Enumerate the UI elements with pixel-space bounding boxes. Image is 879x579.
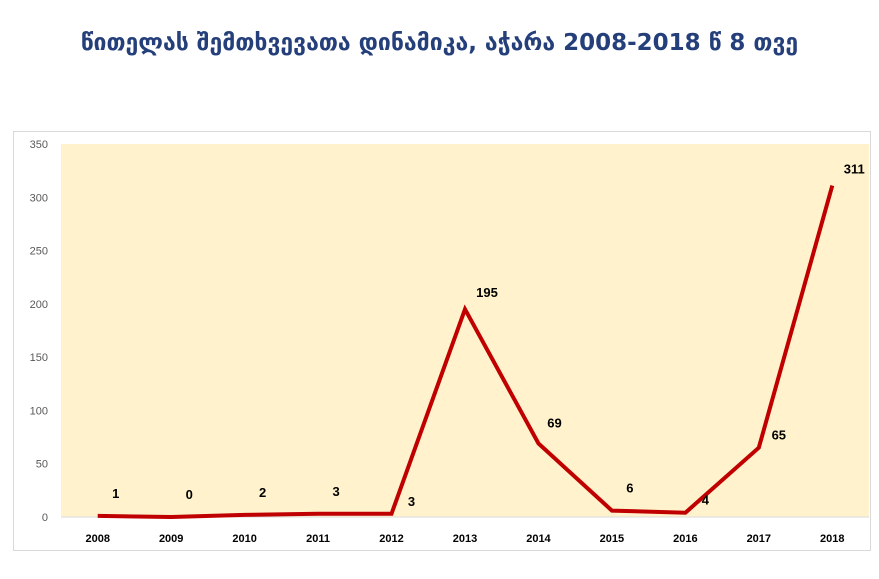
y-tick-label: 50 [36, 459, 48, 471]
data-label: 4 [702, 493, 710, 508]
y-tick-label: 250 [30, 246, 48, 258]
data-labels: 1 0 2 3 3 195 69 6 4 65 311 [112, 162, 865, 509]
plot-area [61, 144, 869, 517]
x-tick-label: 2018 [820, 533, 844, 545]
x-tick-label: 2013 [453, 533, 477, 545]
chart-title: წითელას შემთხვევათა დინამიკა, აჭარა 2008… [80, 30, 799, 56]
y-tick-label: 0 [42, 512, 48, 524]
data-label: 195 [476, 285, 498, 300]
y-tick-label: 300 [30, 192, 48, 204]
data-label: 0 [186, 487, 193, 502]
y-tick-label: 350 [30, 139, 48, 151]
data-label: 65 [772, 428, 786, 443]
x-tick-label: 2017 [747, 533, 771, 545]
x-tick-label: 2015 [600, 533, 624, 545]
y-tick-label: 200 [30, 299, 48, 311]
x-tick-label: 2009 [159, 533, 183, 545]
data-label: 3 [332, 484, 339, 499]
x-tick-label: 2014 [526, 533, 551, 545]
data-label: 2 [259, 485, 266, 500]
x-tick-label: 2012 [379, 533, 403, 545]
y-axis: 0 50 100 150 200 250 300 350 [30, 139, 48, 524]
x-tick-label: 2010 [232, 533, 256, 545]
x-axis: 2008 2009 2010 2011 2012 2013 2014 2015 2016 2017… [61, 516, 869, 545]
x-tick-label: 2011 [306, 533, 330, 545]
data-label: 311 [844, 162, 865, 177]
data-label: 69 [547, 415, 561, 430]
data-label: 3 [408, 494, 415, 509]
x-tick-label: 2008 [85, 533, 109, 545]
data-label: 6 [626, 481, 633, 496]
x-tick-label: 2016 [673, 533, 697, 545]
series-line [97, 185, 835, 520]
y-tick-label: 100 [30, 405, 48, 417]
data-label: 1 [112, 486, 119, 501]
y-tick-label: 150 [30, 352, 48, 364]
